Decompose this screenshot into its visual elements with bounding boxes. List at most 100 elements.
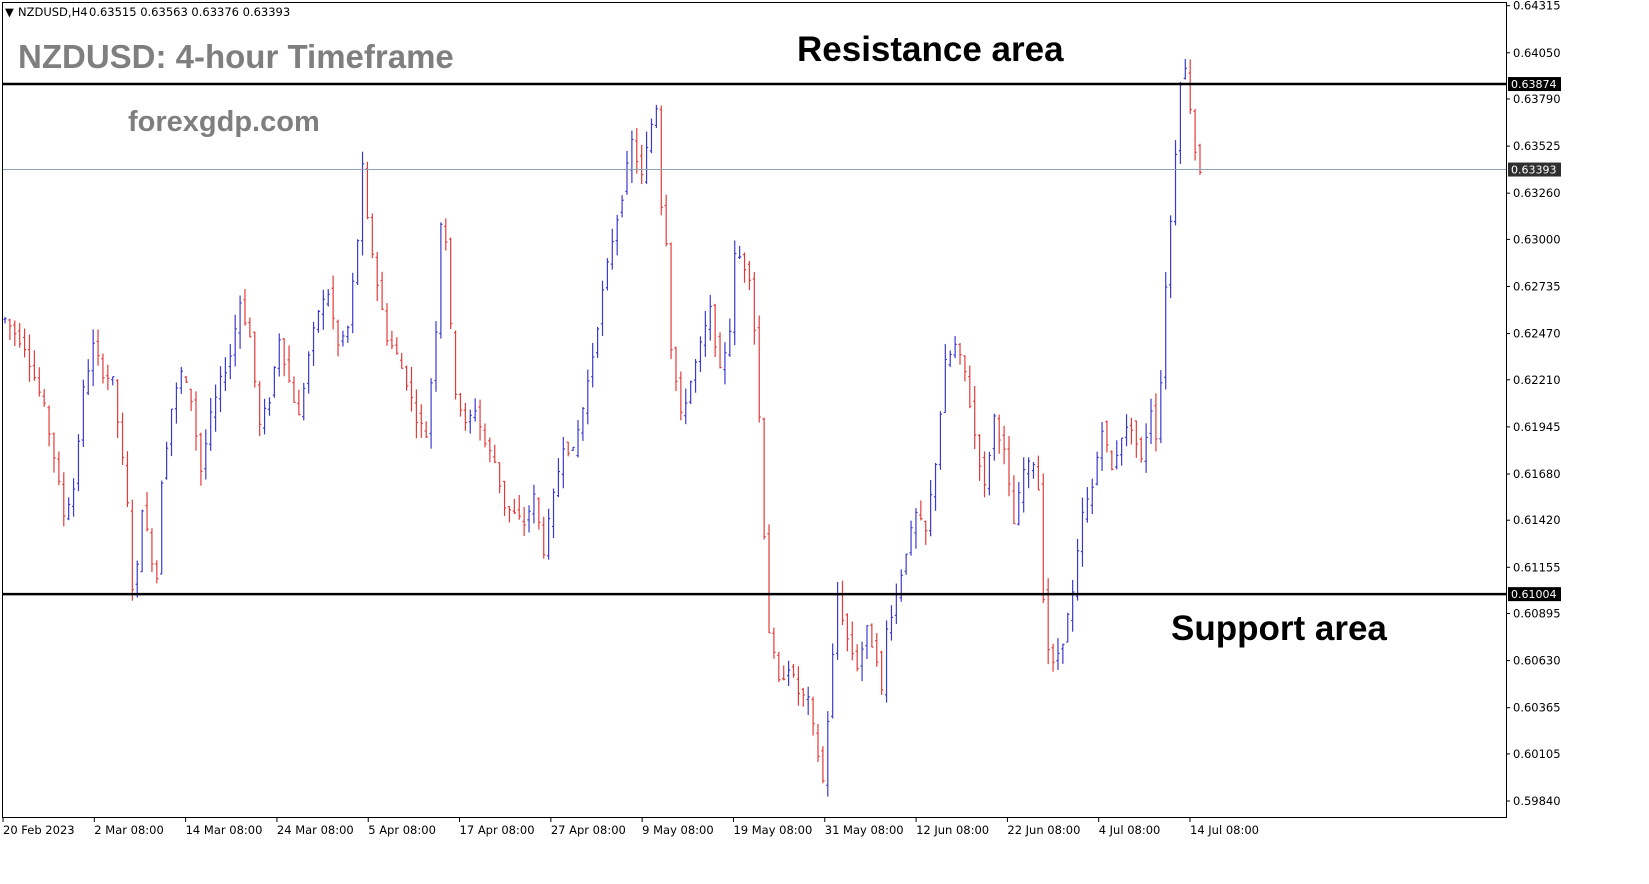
candle <box>747 260 752 291</box>
symbol-arrow-icon[interactable]: ▼ <box>5 5 14 19</box>
candle <box>439 222 443 339</box>
candle <box>1169 215 1173 299</box>
candle <box>968 365 972 409</box>
candle <box>96 329 100 366</box>
y-tick-label: 0.62470 <box>1513 327 1561 341</box>
x-tick-label: 31 May 08:00 <box>825 823 904 837</box>
chart-title: NZDUSD: 4-hour Timeframe <box>18 38 454 75</box>
candle <box>258 381 262 437</box>
site-name: forexgdp.com <box>128 106 320 138</box>
candle <box>27 334 32 382</box>
candle <box>326 289 330 307</box>
candle <box>390 330 394 350</box>
y-tick-label: 0.60365 <box>1513 701 1561 715</box>
candle <box>782 665 786 681</box>
support-price-tag: 0.61004 <box>1511 588 1557 601</box>
candle <box>1017 481 1021 526</box>
candle <box>424 421 428 438</box>
candle <box>52 432 56 473</box>
x-tick-label: 20 Feb 2023 <box>3 823 75 837</box>
candle <box>997 414 1001 454</box>
candle <box>360 151 365 256</box>
candle <box>723 342 727 385</box>
y-tick-label: 0.59840 <box>1513 794 1561 808</box>
candle <box>605 258 609 291</box>
candle <box>1129 417 1134 445</box>
y-tick-label: 0.60630 <box>1513 654 1561 668</box>
candle <box>963 355 967 382</box>
candle <box>86 359 90 396</box>
candle <box>826 711 830 797</box>
y-tick-label: 0.61680 <box>1513 467 1561 481</box>
candle <box>1115 440 1119 470</box>
candle <box>130 499 134 601</box>
candle <box>973 385 977 450</box>
x-tick-label: 22 Jun 08:00 <box>1007 823 1080 837</box>
candle <box>341 330 345 347</box>
candle <box>243 289 247 326</box>
candle <box>277 333 281 377</box>
candle <box>1149 398 1153 445</box>
candle <box>184 375 188 384</box>
candle <box>189 388 193 412</box>
y-tick-label: 0.62735 <box>1513 279 1561 293</box>
resistance-price-tag-bg <box>1508 77 1561 92</box>
candle <box>845 613 849 652</box>
candle <box>899 569 903 602</box>
candle <box>502 480 507 516</box>
candle <box>62 472 66 527</box>
candle <box>1041 473 1045 603</box>
candle <box>453 330 458 400</box>
x-tick-label: 2 Mar 08:00 <box>94 823 163 837</box>
candle <box>772 627 776 659</box>
candle <box>855 644 859 672</box>
candle <box>767 524 771 634</box>
candle <box>517 495 521 520</box>
candle <box>625 150 629 195</box>
candle <box>791 663 796 678</box>
candle <box>444 218 448 251</box>
candle <box>375 251 379 302</box>
candle <box>982 451 987 498</box>
candle <box>76 434 81 492</box>
candle <box>733 240 737 346</box>
plot-frame <box>2 2 1507 818</box>
candle <box>703 311 707 357</box>
candle <box>253 331 257 388</box>
candle <box>493 444 497 464</box>
candle <box>204 429 208 480</box>
candle <box>571 446 575 452</box>
candle <box>380 271 384 311</box>
candle <box>1188 59 1192 114</box>
y-tick-label: 0.60105 <box>1513 747 1561 761</box>
candle <box>429 378 433 449</box>
candle <box>395 337 399 355</box>
candle <box>414 389 418 439</box>
candle <box>262 398 267 435</box>
candle <box>904 553 908 575</box>
candle <box>532 484 536 524</box>
candle <box>1012 475 1016 525</box>
candle <box>576 419 580 458</box>
candle <box>13 320 17 347</box>
candle <box>248 317 252 338</box>
candlestick-series <box>3 58 1202 797</box>
candle <box>400 352 404 369</box>
candle <box>409 366 414 412</box>
candle <box>551 488 556 539</box>
candle <box>914 508 918 549</box>
candle <box>282 337 286 377</box>
candle <box>135 560 139 598</box>
candle <box>458 392 463 417</box>
candle <box>292 376 296 403</box>
support-price-tag-bg <box>1508 587 1561 602</box>
candle <box>600 280 605 337</box>
x-tick-label: 5 Apr 08:00 <box>368 823 436 837</box>
candle <box>1056 638 1060 670</box>
candle <box>101 353 105 384</box>
resistance-label: Resistance area <box>797 30 1064 69</box>
candle <box>821 746 825 784</box>
candle <box>1100 421 1104 471</box>
candle <box>1061 643 1065 664</box>
